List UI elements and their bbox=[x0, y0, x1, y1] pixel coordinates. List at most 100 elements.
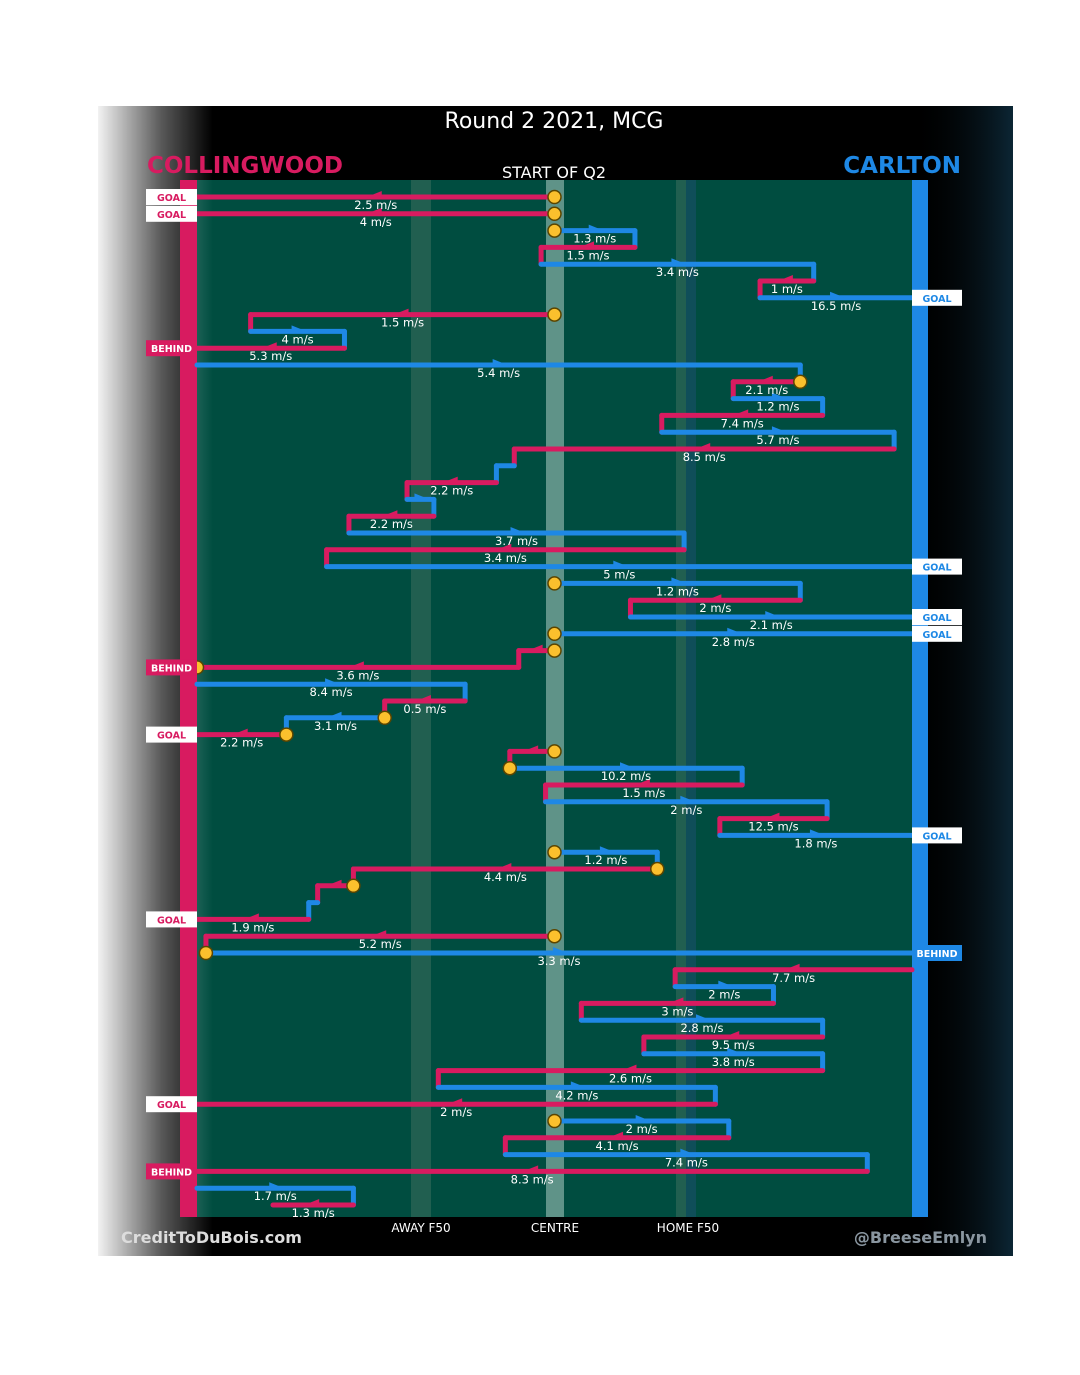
direction-arrow bbox=[771, 426, 787, 434]
direction-arrow bbox=[724, 1031, 740, 1038]
speed-label: 3.4 m/s bbox=[656, 265, 699, 279]
direction-arrow bbox=[523, 745, 539, 753]
speed-label: 2.6 m/s bbox=[609, 1072, 652, 1086]
possession-start-marker bbox=[547, 626, 562, 642]
speed-label: 2 m/s bbox=[699, 601, 731, 615]
direction-arrow bbox=[680, 1148, 696, 1156]
score-badge-label: BEHIND bbox=[151, 1167, 192, 1178]
direction-arrow bbox=[634, 779, 650, 786]
score-badge bbox=[146, 659, 197, 676]
possession-start-marker bbox=[547, 206, 562, 222]
direction-arrow bbox=[757, 375, 773, 383]
direction-arrow bbox=[771, 392, 787, 400]
possession-start-marker bbox=[547, 844, 562, 860]
direction-arrow bbox=[291, 325, 307, 333]
score-badge-label: BEHIND bbox=[151, 344, 192, 355]
score-badge-label: GOAL bbox=[157, 731, 186, 742]
score-badge bbox=[912, 558, 962, 575]
speed-label: 5.3 m/s bbox=[249, 349, 292, 363]
direction-arrow bbox=[668, 997, 684, 1005]
direction-arrow bbox=[326, 879, 342, 887]
direction-arrow bbox=[765, 611, 781, 618]
direction-arrow bbox=[366, 207, 382, 215]
direction-arrow bbox=[635, 1115, 651, 1122]
direction-arrow bbox=[671, 577, 687, 585]
centre-band bbox=[546, 180, 564, 1217]
direction-arrow bbox=[243, 913, 259, 921]
direction-arrow bbox=[588, 224, 604, 232]
speed-label: 12.5 m/s bbox=[748, 820, 798, 834]
direction-arrow bbox=[784, 963, 800, 971]
speed-label: 1.5 m/s bbox=[381, 316, 424, 330]
speed-label: 4.4 m/s bbox=[484, 870, 527, 884]
speed-label: 4.1 m/s bbox=[596, 1139, 639, 1153]
score-badge bbox=[146, 189, 197, 205]
score-badge bbox=[912, 609, 962, 625]
direction-arrow bbox=[706, 594, 722, 602]
speed-label: 1 m/s bbox=[771, 282, 803, 296]
speed-label: 3.8 m/s bbox=[712, 1055, 755, 1069]
direction-arrow bbox=[492, 359, 508, 366]
away-team-name: CARLTON bbox=[843, 153, 961, 179]
quarter-label: START OF Q2 bbox=[502, 163, 606, 182]
score-badge bbox=[146, 911, 197, 928]
direction-arrow bbox=[232, 728, 248, 736]
direction-arrow bbox=[304, 1199, 320, 1206]
score-badge bbox=[146, 205, 197, 222]
direction-arrow bbox=[727, 1047, 743, 1055]
score-badge bbox=[912, 827, 962, 844]
speed-label: 2.5 m/s bbox=[354, 198, 397, 212]
direction-arrow bbox=[621, 1064, 637, 1072]
direction-arrow bbox=[348, 661, 364, 669]
direction-arrow bbox=[552, 947, 568, 954]
direction-arrow bbox=[393, 308, 409, 316]
credit-left: CreditToDuBois.com bbox=[121, 1228, 302, 1247]
home-team-name: COLLINGWOOD bbox=[147, 153, 343, 179]
possession-start-marker bbox=[793, 374, 808, 390]
direction-arrow bbox=[718, 980, 734, 988]
speed-label: 2.8 m/s bbox=[680, 1021, 723, 1035]
possession-start-marker bbox=[279, 727, 294, 742]
score-badge bbox=[146, 340, 197, 357]
direction-arrow bbox=[671, 258, 687, 266]
speed-label: 2 m/s bbox=[626, 1122, 658, 1136]
speed-label: 2 m/s bbox=[440, 1105, 472, 1119]
speed-label: 2.8 m/s bbox=[712, 635, 755, 649]
direction-arrow bbox=[570, 1081, 586, 1089]
direction-arrow bbox=[366, 191, 382, 198]
possession-start-marker bbox=[198, 945, 214, 961]
direction-arrow bbox=[809, 829, 825, 837]
speed-label: 7.4 m/s bbox=[665, 1156, 708, 1170]
speed-label: 2.2 m/s bbox=[370, 517, 413, 531]
direction-arrow bbox=[620, 762, 635, 770]
speed-label: 5.7 m/s bbox=[756, 433, 799, 447]
score-badge-label: GOAL bbox=[922, 563, 951, 574]
score-badge bbox=[146, 1163, 197, 1180]
speed-label: 1.3 m/s bbox=[573, 232, 616, 246]
direction-arrow bbox=[680, 795, 696, 803]
speed-label: 2.2 m/s bbox=[430, 484, 473, 498]
speed-label: 1.9 m/s bbox=[231, 920, 274, 934]
speed-label: 8.3 m/s bbox=[511, 1172, 554, 1186]
score-badge-label: GOAL bbox=[157, 1100, 186, 1111]
speed-label: 1.2 m/s bbox=[584, 853, 627, 867]
direction-arrow bbox=[764, 812, 780, 820]
score-badge-label: GOAL bbox=[157, 210, 186, 221]
score-badge-label: GOAL bbox=[922, 831, 951, 842]
score-badge-label: GOAL bbox=[922, 613, 951, 624]
speed-label: 2.1 m/s bbox=[750, 618, 793, 632]
direction-arrow bbox=[496, 863, 512, 870]
possession-start-marker bbox=[502, 760, 518, 776]
direction-arrow bbox=[496, 543, 512, 551]
speed-label: 1.2 m/s bbox=[656, 584, 699, 598]
direction-arrow bbox=[523, 1165, 539, 1173]
speed-label: 1.7 m/s bbox=[254, 1189, 297, 1203]
speed-label: 16.5 m/s bbox=[811, 299, 861, 313]
score-badge-label: GOAL bbox=[157, 193, 186, 204]
score-badge bbox=[146, 1096, 197, 1113]
x-axis-tick-label: CENTRE bbox=[531, 1221, 579, 1235]
direction-arrow bbox=[777, 275, 793, 282]
carlton-goal-bar bbox=[912, 180, 928, 1217]
credit-right: @BreeseEmlyn bbox=[854, 1228, 987, 1247]
